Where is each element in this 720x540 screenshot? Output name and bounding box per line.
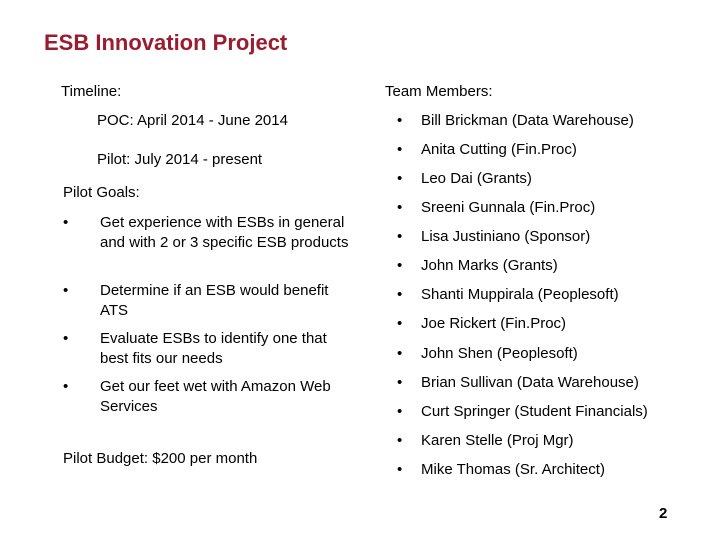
goal-text: Determine if an ESB would benefit ATS: [100, 282, 329, 319]
pilot-goals-label: Pilot Goals:: [63, 184, 140, 201]
bullet-icon: •: [63, 330, 69, 347]
bullet-icon: •: [397, 257, 403, 274]
bullet-icon: •: [397, 141, 403, 158]
pilot-budget: Pilot Budget: $200 per month: [63, 450, 258, 467]
bullet-icon: •: [397, 112, 403, 129]
team-member-name: Joe Rickert (Fin.Proc): [421, 315, 567, 332]
bullet-icon: •: [397, 432, 403, 449]
page-number: 2: [659, 505, 668, 522]
bullet-icon: •: [397, 286, 403, 303]
team-member-name: John Marks (Grants): [421, 257, 558, 274]
bullet-icon: •: [397, 461, 403, 478]
timeline-item-pilot: Pilot: July 2014 - present: [97, 151, 263, 168]
bullet-icon: •: [397, 170, 403, 187]
team-member-name: Bill Brickman (Data Warehouse): [421, 112, 634, 129]
bullet-icon: •: [397, 345, 403, 362]
bullet-icon: •: [397, 403, 403, 420]
team-member-name: John Shen (Peoplesoft): [421, 345, 578, 362]
bullet-icon: •: [397, 374, 403, 391]
bullet-icon: •: [397, 228, 403, 245]
team-member-name: Karen Stelle (Proj Mgr): [421, 432, 574, 449]
timeline-item-poc: POC: April 2014 - June 2014: [97, 112, 288, 129]
team-members-label: Team Members:: [385, 83, 493, 100]
team-member-name: Anita Cutting (Fin.Proc): [421, 141, 577, 158]
bullet-icon: •: [397, 199, 403, 216]
team-member-name: Leo Dai (Grants): [421, 170, 532, 187]
team-member-name: Lisa Justiniano (Sponsor): [421, 228, 591, 245]
team-member-name: Sreeni Gunnala (Fin.Proc): [421, 199, 596, 216]
bullet-icon: •: [397, 315, 403, 332]
bullet-icon: •: [63, 282, 69, 299]
goal-text: Get our feet wet with Amazon Web Service…: [100, 378, 331, 415]
team-member-name: Shanti Muppirala (Peoplesoft): [421, 286, 619, 303]
goal-text: Get experience with ESBs in general and …: [100, 214, 349, 251]
team-member-name: Curt Springer (Student Financials): [421, 403, 648, 420]
goal-text: Evaluate ESBs to identify one that best …: [100, 330, 327, 367]
team-member-name: Mike Thomas (Sr. Architect): [421, 461, 605, 478]
slide-title: ESB Innovation Project: [44, 30, 288, 55]
team-member-name: Brian Sullivan (Data Warehouse): [421, 374, 639, 391]
bullet-icon: •: [63, 378, 69, 395]
bullet-icon: •: [63, 214, 69, 231]
timeline-label: Timeline:: [61, 83, 122, 100]
